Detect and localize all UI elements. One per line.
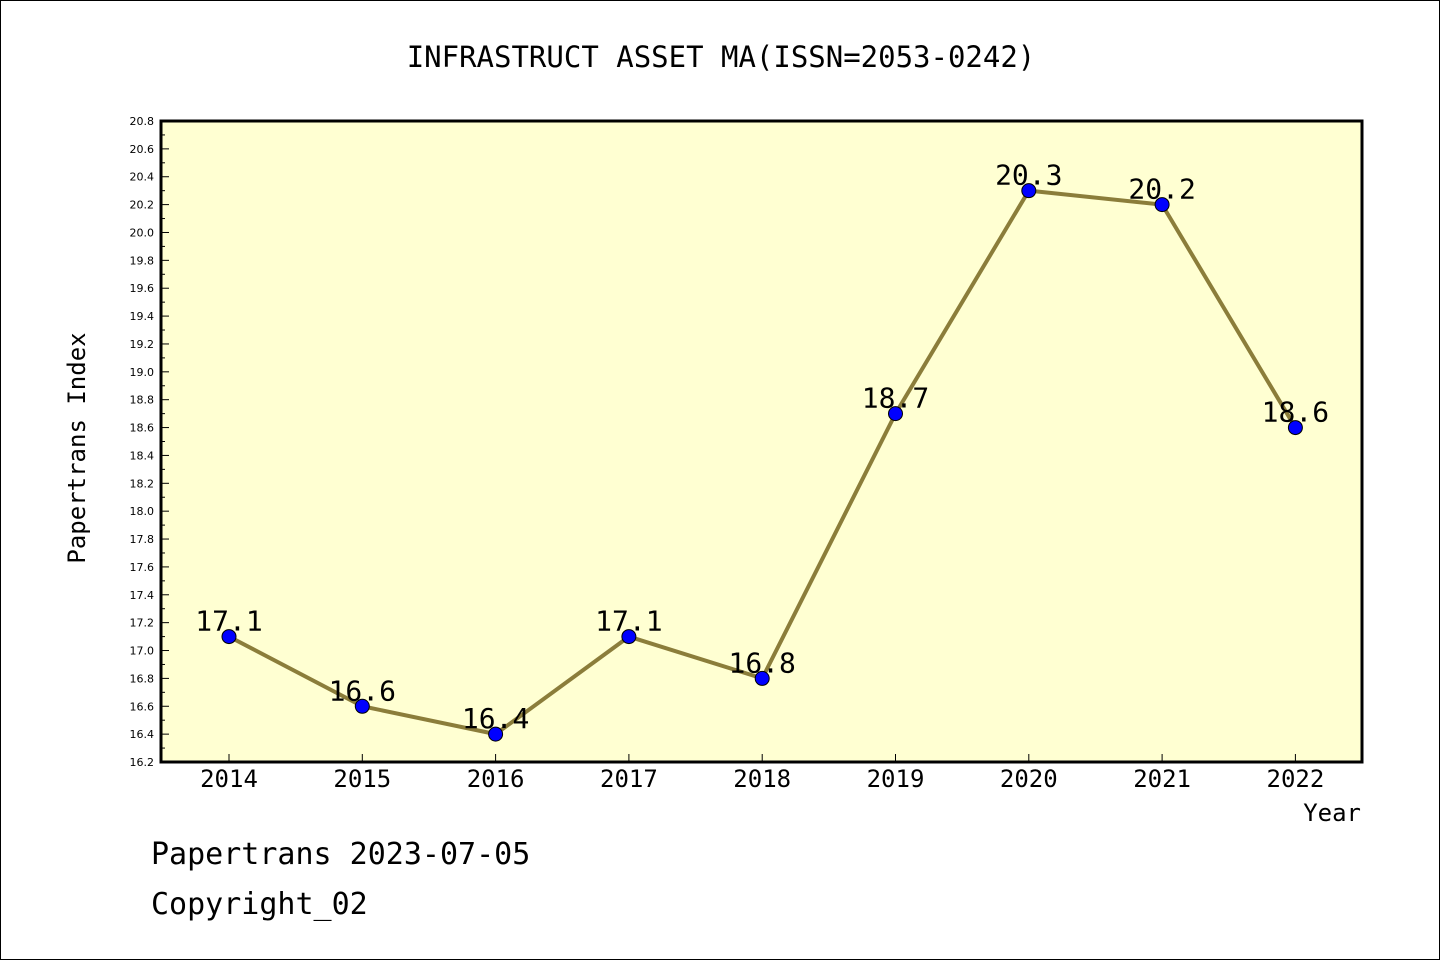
y-tick-label: 19.8 — [130, 254, 155, 267]
data-point-marker — [354, 698, 370, 714]
y-tick-label: 17.2 — [130, 617, 155, 630]
data-value-label: 17.1 — [195, 605, 262, 638]
y-tick-label: 17.8 — [130, 533, 155, 546]
y-tick-label: 20.8 — [130, 115, 155, 128]
data-value-label: 16.6 — [329, 674, 396, 707]
y-axis-ticks: 16.2 16.4 16.6 16.8 17.0 17.2 17.4 17.6 17.8 18.0… — [130, 115, 169, 769]
data-point-marker — [754, 670, 770, 686]
y-tick-label: 19.0 — [130, 366, 155, 379]
data-point-marker — [1287, 420, 1303, 436]
x-tick-label: 2015 — [333, 765, 391, 793]
y-tick-label: 19.6 — [130, 282, 155, 295]
x-axis-ticks: 2014 2015 2016 2017 2018 2019 2020 2021 2022 — [200, 754, 1324, 793]
y-tick-label: 18.0 — [130, 505, 155, 518]
data-value-label: 17.1 — [595, 605, 662, 638]
x-tick-label: 2017 — [600, 765, 658, 793]
footer-copyright-text: Copyright_02 — [151, 887, 368, 922]
y-tick-label: 20.2 — [130, 199, 155, 212]
x-axis-label: Year — [1303, 799, 1361, 827]
x-tick-label: 2021 — [1133, 765, 1191, 793]
y-tick-label: 20.6 — [130, 143, 155, 156]
y-tick-label: 16.8 — [130, 672, 155, 685]
data-point-marker — [888, 406, 903, 422]
plot-frame — [159, 119, 1364, 764]
y-tick-label: 20.4 — [130, 171, 155, 184]
data-point-marker — [221, 629, 237, 645]
y-tick-label: 18.6 — [130, 422, 155, 435]
data-point-marker — [1021, 183, 1037, 199]
y-axis-label: Papertrans Index — [63, 332, 91, 563]
y-tick-label: 18.8 — [130, 394, 155, 407]
y-tick-label: 16.2 — [130, 756, 155, 769]
data-value-label: 16.4 — [462, 702, 529, 735]
y-tick-label: 18.2 — [130, 477, 155, 490]
data-value-label: 18.7 — [862, 382, 929, 415]
series-layer: 17.1 16.6 16.4 17.1 16.8 18.7 20.3 20.2 18.6 — [195, 159, 1329, 742]
data-point-marker — [621, 629, 637, 645]
y-tick-label: 20.0 — [130, 226, 155, 239]
data-point-marker — [1154, 197, 1170, 213]
x-tick-label: 2020 — [1000, 765, 1058, 793]
x-tick-label: 2014 — [200, 765, 258, 793]
x-tick-label: 2018 — [733, 765, 791, 793]
y-tick-label: 17.0 — [130, 645, 155, 658]
x-tick-label: 2019 — [867, 765, 925, 793]
data-value-label: 20.3 — [995, 159, 1062, 192]
y-tick-label: 16.6 — [130, 700, 155, 713]
footer-date-text: Papertrans 2023-07-05 — [151, 837, 531, 872]
data-value-label: 18.6 — [1262, 396, 1329, 429]
y-tick-label: 18.4 — [130, 449, 155, 462]
data-point-marker — [488, 726, 504, 742]
x-tick-label: 2022 — [1267, 765, 1325, 793]
chart-title: INFRASTRUCT ASSET MA(ISSN=2053-0242) — [407, 40, 1036, 74]
y-tick-label: 16.4 — [130, 728, 155, 741]
y-tick-label: 17.6 — [130, 561, 155, 574]
y-tick-label: 19.4 — [130, 310, 155, 323]
data-value-label: 16.8 — [728, 646, 795, 679]
x-tick-label: 2016 — [467, 765, 525, 793]
plot-area — [161, 121, 1362, 762]
data-value-label: 20.2 — [1128, 173, 1195, 206]
y-tick-label: 19.2 — [130, 338, 155, 351]
y-tick-label: 17.4 — [130, 589, 155, 602]
